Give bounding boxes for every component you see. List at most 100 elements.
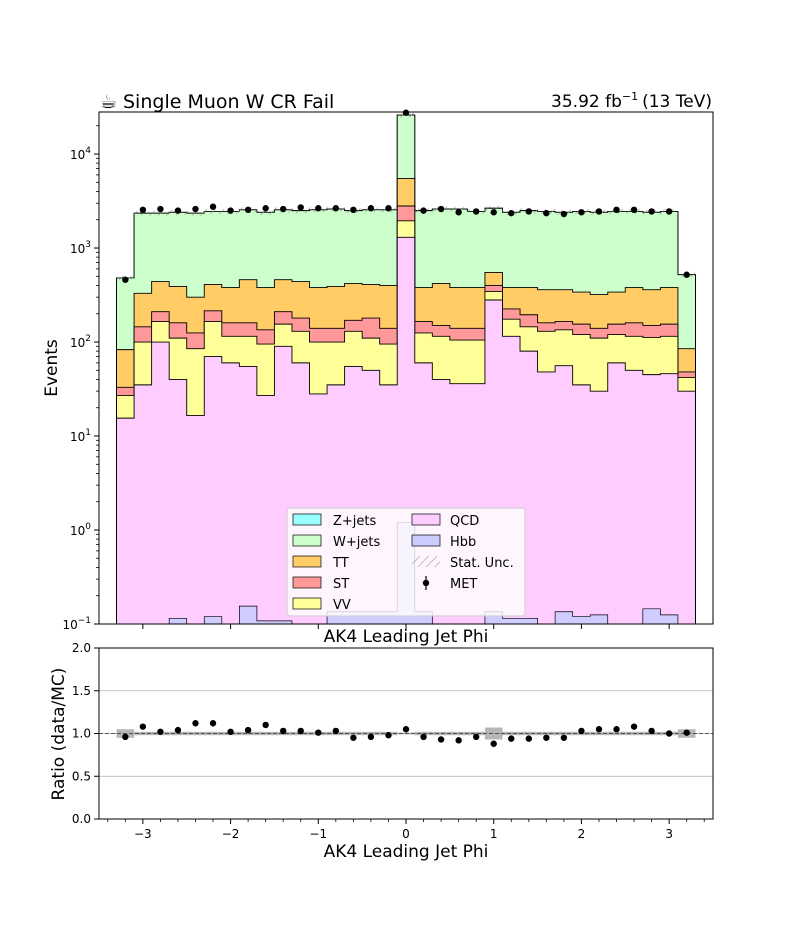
ratio-point <box>595 726 603 733</box>
ratio-y-axis-label: Ratio (data/MC) <box>49 668 69 801</box>
ratio-point <box>192 720 199 727</box>
data-point <box>508 209 515 217</box>
stat-unc-bin <box>186 210 205 216</box>
data-point <box>122 276 129 283</box>
ratio-point <box>139 723 147 730</box>
ratio-point <box>332 727 340 735</box>
legend-swatch-tt <box>292 555 322 568</box>
ratio-point <box>455 737 462 744</box>
ratio-point <box>402 726 410 733</box>
legend-swatch-qcd <box>411 513 441 526</box>
ratio-x-axis-label: AK4 Leading Jet Phi <box>324 842 489 862</box>
stat-unc-bin <box>256 209 275 215</box>
ratio-band-bin <box>239 731 257 736</box>
stat-unc-bin <box>484 205 503 211</box>
data-point <box>420 207 427 214</box>
ratio-point <box>367 733 375 741</box>
data-point <box>402 109 410 116</box>
data-point <box>297 204 304 211</box>
data-point <box>437 205 445 213</box>
stat-unc-bin <box>204 209 222 214</box>
ratio-x-tick-label: −1 <box>309 827 327 841</box>
legend-swatch-vv <box>292 597 322 610</box>
ratio-y-tick-label: 0.0 <box>72 812 91 826</box>
data-point <box>455 209 462 216</box>
y-axis-ticks: 10−1 100 101 102 103 104 <box>62 125 99 632</box>
data-point <box>665 208 673 215</box>
data-point <box>613 206 620 214</box>
data-point <box>630 206 638 214</box>
legend-label-stat-unc: Stat. Unc. <box>450 556 514 571</box>
stat-unc-bin <box>151 210 170 216</box>
ratio-band-bin <box>502 731 521 736</box>
ratio-point <box>630 723 638 730</box>
ratio-y-tick-label: 1.5 <box>72 684 91 698</box>
ratio-point <box>472 733 480 741</box>
data-point <box>227 207 234 214</box>
legend-swatch-zjets <box>292 513 322 526</box>
stat-unc-bin <box>134 210 152 216</box>
stack-qcd <box>116 236 696 624</box>
ratio-y-tick-label: 2.0 <box>72 641 91 655</box>
ratio-band-bin <box>449 731 468 736</box>
data-point <box>280 205 287 213</box>
data-point <box>683 271 690 278</box>
data-point <box>578 209 585 216</box>
ratio-x-tick-label: −2 <box>222 827 240 841</box>
lumi-value: 35.92 fb <box>551 92 622 112</box>
legend-swatch-stat-unc <box>412 556 440 567</box>
data-point <box>332 205 340 212</box>
data-point <box>595 208 603 215</box>
ratio-point <box>648 727 655 735</box>
ratio-point <box>420 733 427 741</box>
y-tick-label: 10−1 <box>62 616 91 632</box>
legend-label-vv: VV <box>333 598 351 613</box>
ratio-point <box>613 726 620 733</box>
legend-label-wjets: W+jets <box>333 535 380 550</box>
legend-swatch-wjets <box>292 534 322 547</box>
legend-label-zjets: Z+jets <box>333 514 377 529</box>
ratio-x-ticks: −3 −2 −1 0 1 2 3 <box>107 819 705 841</box>
legend-swatch-st <box>292 576 322 589</box>
ratio-point <box>157 728 164 735</box>
legend-swatch-hbb <box>411 534 441 547</box>
ratio-point <box>437 736 445 743</box>
data-point <box>648 208 655 215</box>
data-point <box>350 206 357 214</box>
lumi-label: 35.92 fb−1 (13 TeV) <box>551 90 712 112</box>
region-title: Single Muon W CR Fail <box>123 91 334 113</box>
ratio-point <box>560 734 568 741</box>
ratio-y-ticks: 0.0 0.5 1.0 1.5 2.0 <box>72 641 99 826</box>
ratio-x-tick-label: 0 <box>402 827 410 841</box>
data-point <box>139 206 147 214</box>
data-point <box>472 208 480 215</box>
data-point <box>385 205 392 212</box>
ratio-point <box>490 740 497 747</box>
lumi-energy: (13 TeV) <box>642 92 712 112</box>
ratio-x-tick-label: 2 <box>578 827 586 841</box>
ratio-x-tick-label: 3 <box>665 827 673 841</box>
ratio-y-tick-label: 0.5 <box>72 769 91 783</box>
legend: Z+jets W+jets TT ST VV QCD Hbb Stat. Unc… <box>286 507 526 617</box>
legend-frame <box>286 507 526 617</box>
ratio-point <box>350 734 357 741</box>
data-point <box>543 209 550 217</box>
stack-histograms <box>116 112 696 624</box>
ratio-point <box>174 726 182 734</box>
main-plot: 10−1 100 101 102 103 104 Events AK4 Leading J… <box>42 109 714 647</box>
data-point <box>174 207 182 214</box>
lumi-exponent: −1 <box>622 90 638 103</box>
data-point <box>244 206 252 214</box>
ratio-band-bin <box>256 731 275 736</box>
ratio-point <box>665 730 673 737</box>
ratio-band-bin <box>467 731 485 736</box>
data-point <box>490 209 497 216</box>
y-tick-label: 102 <box>70 334 91 350</box>
main-x-axis-label: AK4 Leading Jet Phi <box>324 627 489 647</box>
stat-unc-bin <box>291 208 310 214</box>
ratio-y-tick-label: 1.0 <box>72 727 91 741</box>
data-point <box>157 205 164 213</box>
data-point <box>560 210 568 218</box>
y-tick-label: 100 <box>70 522 91 538</box>
